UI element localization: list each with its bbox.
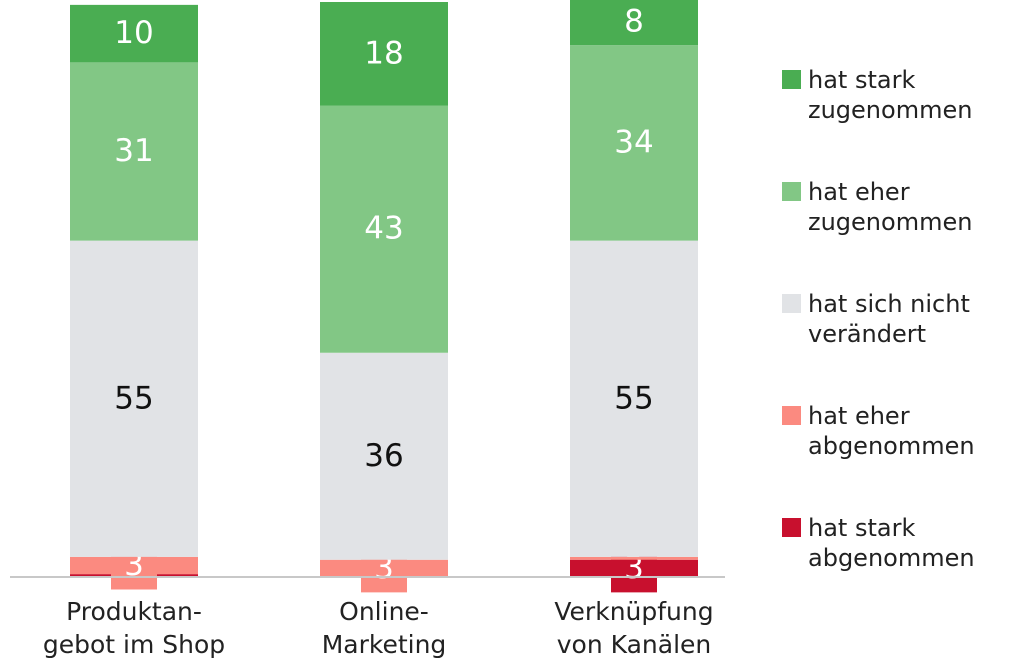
x-tick-label: Verknüpfung von Kanälen: [554, 597, 714, 659]
bar-segment: [570, 45, 698, 241]
legend-swatch: [782, 294, 801, 313]
bar-segment: [320, 2, 448, 106]
bar-segment: [70, 62, 198, 241]
bar-segment: [320, 105, 448, 353]
legend-swatch: [782, 406, 801, 425]
data-label: 34: [614, 124, 653, 160]
bar-segment: [570, 0, 698, 46]
x-tick-label: Online- Marketing: [321, 597, 447, 659]
bar-segment: [570, 556, 698, 560]
legend-swatch: [782, 182, 801, 201]
data-label: 36: [364, 438, 403, 474]
data-label: 55: [614, 380, 653, 416]
legend-swatch: [782, 518, 801, 537]
legend-label: hat eher abgenommen: [808, 402, 975, 460]
bar-segment: [70, 4, 198, 63]
bar-segment: [70, 240, 198, 557]
data-label: 8: [624, 4, 644, 40]
legend-label: hat sich nicht verändert: [808, 290, 970, 348]
data-label: 31: [114, 133, 153, 169]
data-label: 18: [364, 35, 403, 71]
bar-segment: [570, 240, 698, 557]
legend-label: hat stark abgenommen: [808, 514, 975, 572]
bar-segment: [320, 352, 448, 560]
data-label: 55: [114, 380, 153, 416]
legend-label: hat stark zugenommen: [808, 66, 973, 124]
data-label: 10: [114, 15, 153, 51]
data-label: 43: [364, 211, 403, 247]
x-tick-label: Produktan- gebot im Shop: [42, 597, 226, 659]
legend-label: hat eher zugenommen: [808, 178, 973, 236]
legend-swatch: [782, 70, 801, 89]
